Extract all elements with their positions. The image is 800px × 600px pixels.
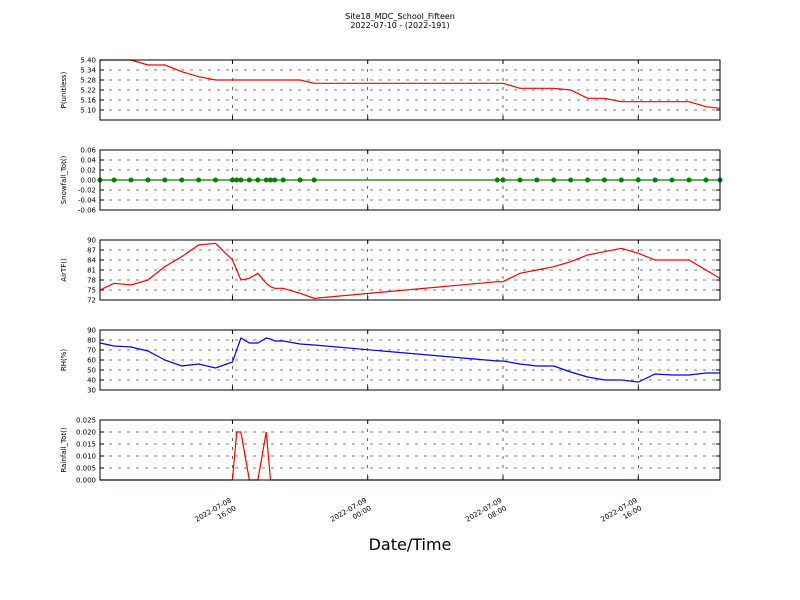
y-tick-label: 60	[87, 357, 96, 365]
chart-title: Site18_MDC_School_Fifteen	[345, 12, 455, 21]
data-point	[311, 177, 317, 183]
x-tick-label: 2022-07-0908:00	[464, 496, 508, 531]
plot-frame	[99, 239, 721, 301]
data-point	[669, 177, 675, 183]
y-axis-label: Snowfall_Tot()	[60, 155, 68, 204]
plot-frame	[99, 59, 721, 121]
y-tick-label: 90	[87, 327, 96, 335]
data-point	[601, 177, 607, 183]
plot-frame	[99, 149, 721, 211]
y-tick-label: 40	[87, 377, 96, 385]
y-tick-label: 0.015	[76, 441, 96, 449]
y-tick-label: 5.28	[80, 77, 96, 85]
data-point	[196, 177, 202, 183]
y-tick-label: 5.22	[80, 87, 96, 95]
data-point	[272, 177, 278, 183]
y-tick-label: 0.00	[80, 177, 96, 185]
data-point	[162, 177, 168, 183]
y-tick-label: 87	[87, 247, 96, 255]
data-point	[145, 177, 151, 183]
data-point	[128, 177, 134, 183]
data-point	[568, 177, 574, 183]
data-line	[99, 337, 720, 383]
data-point	[246, 177, 252, 183]
y-tick-label: 90	[87, 237, 96, 245]
data-point	[255, 177, 261, 183]
y-tick-label: 0.04	[80, 157, 96, 165]
y-tick-label: 0.025	[76, 417, 96, 425]
y-tick-label: 78	[87, 277, 96, 285]
y-tick-label: 0.06	[80, 147, 96, 155]
y-axis-label: Rainfall_Tot()	[60, 427, 68, 472]
y-tick-label: 75	[87, 287, 96, 295]
y-tick-label: 30	[87, 387, 96, 395]
data-point	[534, 177, 540, 183]
y-tick-label: 0.000	[76, 477, 96, 485]
y-tick-label: 5.10	[80, 107, 96, 115]
data-point	[551, 177, 557, 183]
data-point	[213, 177, 219, 183]
data-point	[179, 177, 185, 183]
data-point	[635, 177, 641, 183]
chart-subtitle: 2022-07-10 - (2022-191)	[350, 21, 449, 30]
y-tick-label: 5.34	[80, 67, 96, 75]
data-point	[652, 177, 658, 183]
data-point	[500, 177, 506, 183]
y-tick-label: 80	[87, 337, 96, 345]
data-line	[99, 242, 721, 299]
y-tick-label: 72	[87, 297, 96, 305]
data-point	[280, 177, 286, 183]
y-tick-label: 5.16	[80, 97, 96, 105]
y-tick-label: 81	[87, 267, 96, 275]
data-point	[703, 177, 709, 183]
y-tick-label: 0.005	[76, 465, 96, 473]
x-axis-label: Date/Time	[369, 535, 452, 554]
data-point	[686, 177, 692, 183]
y-tick-label: -0.04	[78, 197, 97, 205]
x-tick-label: 2022-07-0916:00	[600, 496, 644, 531]
y-tick-label: 0.020	[76, 429, 96, 437]
data-point	[111, 177, 117, 183]
data-point	[234, 177, 240, 183]
y-tick-label: -0.02	[78, 187, 96, 195]
y-tick-label: -0.06	[78, 207, 97, 215]
data-point	[517, 177, 523, 183]
data-point	[618, 177, 624, 183]
y-tick-label: 50	[87, 367, 96, 375]
y-tick-label: 0.010	[76, 453, 96, 461]
x-tick-label: 2022-07-0900:00	[329, 496, 373, 531]
x-tick-label: 2022-07-0816:00	[194, 496, 238, 531]
data-point	[238, 177, 244, 183]
y-tick-label: 70	[87, 347, 96, 355]
y-tick-label: 0.02	[80, 167, 96, 175]
data-line	[100, 59, 721, 109]
data-point	[229, 177, 235, 183]
data-point	[585, 177, 591, 183]
y-axis-label: AirTF()	[60, 258, 68, 282]
data-point	[263, 177, 269, 183]
y-tick-label: 5.40	[80, 57, 96, 65]
data-point	[494, 177, 500, 183]
y-axis-label: RH(%)	[60, 349, 68, 372]
plot-frame	[99, 419, 721, 481]
data-point	[268, 177, 273, 183]
y-axis-label: P(unitless)	[60, 71, 68, 108]
plot-frame	[99, 329, 721, 391]
y-tick-label: 84	[87, 257, 96, 265]
data-point	[297, 177, 303, 183]
